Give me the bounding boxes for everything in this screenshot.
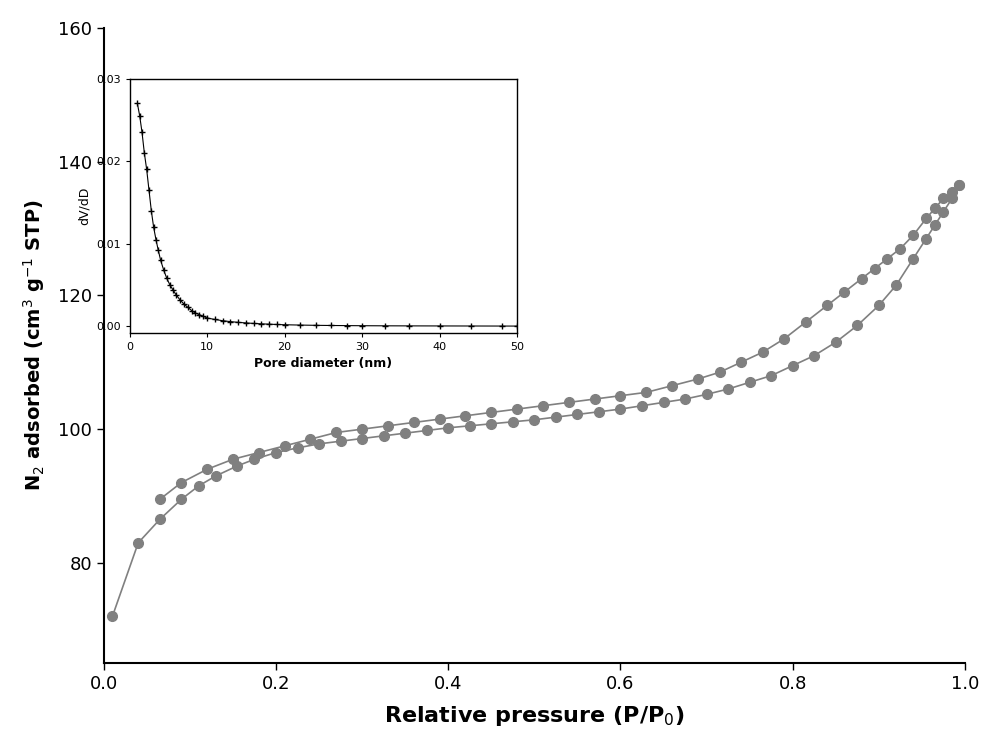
X-axis label: Relative pressure (P/P$_0$): Relative pressure (P/P$_0$) bbox=[384, 704, 685, 728]
Y-axis label: N$_2$ adsorbed (cm$^3$ g$^{-1}$ STP): N$_2$ adsorbed (cm$^3$ g$^{-1}$ STP) bbox=[21, 200, 47, 491]
X-axis label: Pore diameter (nm): Pore diameter (nm) bbox=[254, 357, 392, 371]
Y-axis label: dV/dD: dV/dD bbox=[77, 187, 90, 225]
